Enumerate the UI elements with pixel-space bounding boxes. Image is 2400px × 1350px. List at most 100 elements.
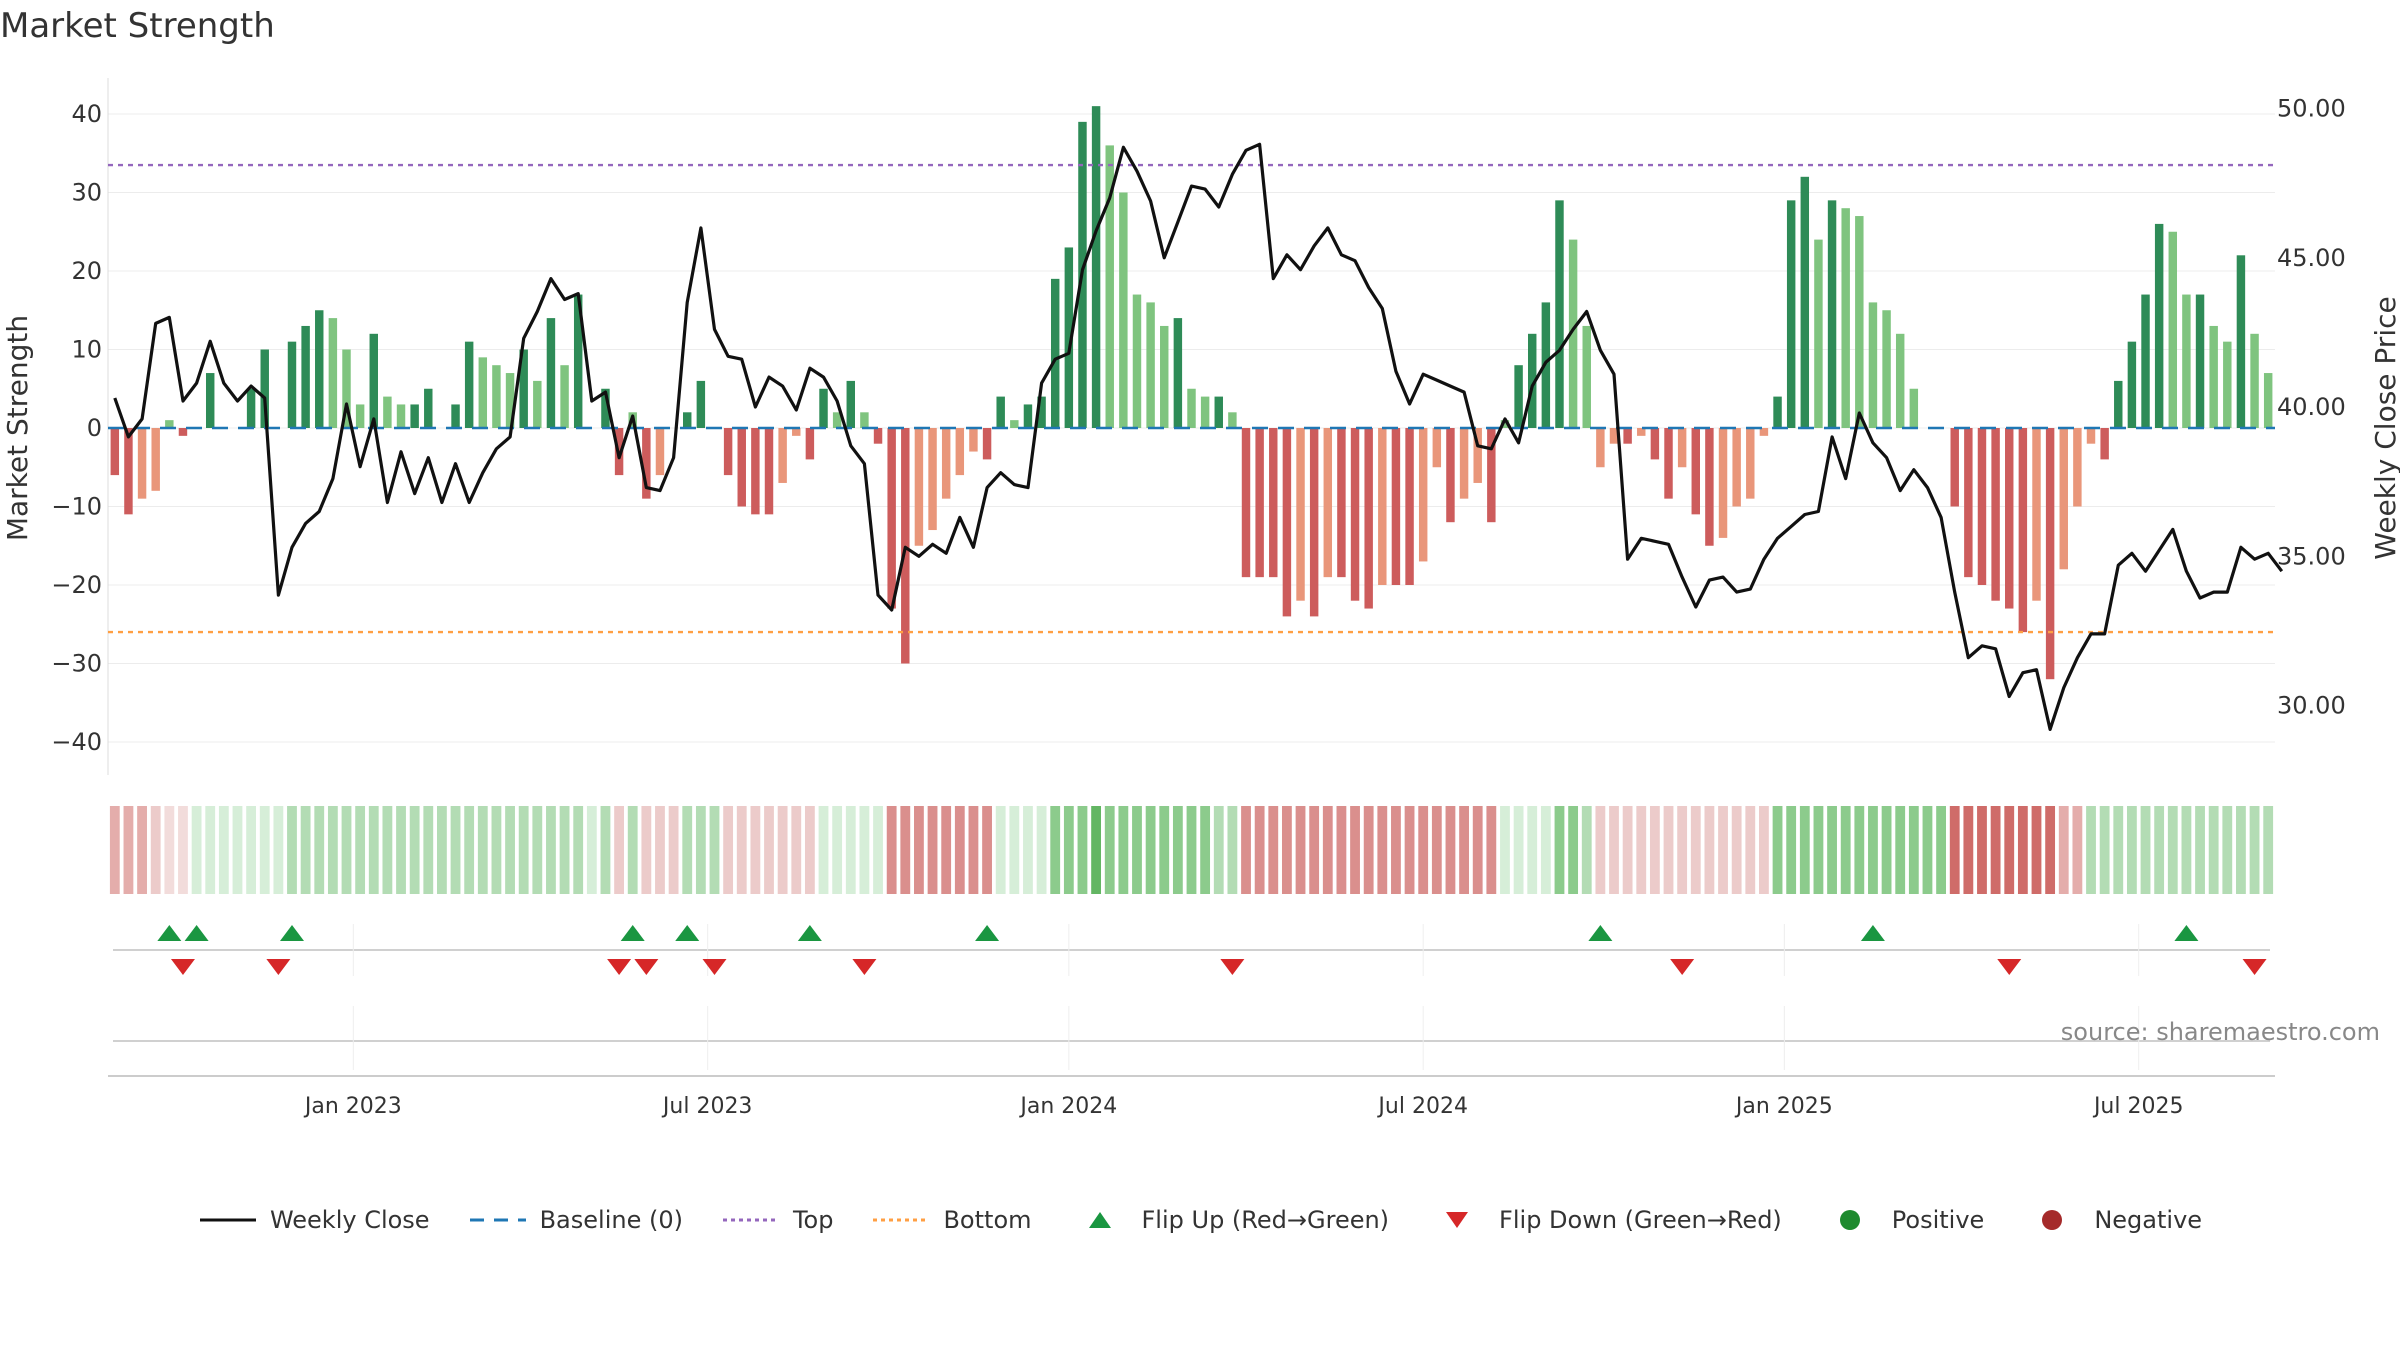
- circle-icon: [2042, 1210, 2063, 1230]
- strength-bar: [1555, 200, 1564, 428]
- strength-bar: [1487, 428, 1496, 523]
- strength-bar: [178, 428, 188, 436]
- left-tick-label: 30: [71, 179, 102, 207]
- strength-bar: [2154, 223, 2164, 428]
- band-cell: [2031, 806, 2042, 894]
- flip-up-marker: [2174, 925, 2199, 941]
- x-tick-label: Jul 2023: [661, 1094, 753, 1119]
- band-cell: [1786, 806, 1797, 894]
- strength-bar: [832, 412, 842, 428]
- strength-bar: [505, 373, 515, 428]
- band-cell: [1200, 806, 1211, 894]
- band-cell: [2058, 806, 2069, 894]
- left-axis-title: Market Strength: [1, 315, 34, 541]
- band-cell: [1418, 806, 1429, 894]
- strength-bar: [601, 388, 610, 428]
- band-cell: [532, 806, 543, 894]
- band-cell: [2017, 806, 2028, 894]
- band-cell: [341, 806, 352, 894]
- strength-bar: [1568, 239, 1578, 428]
- strength-bar: [492, 365, 501, 428]
- band-cell: [382, 806, 393, 894]
- band-cell: [1568, 806, 1579, 894]
- strength-bar: [124, 428, 133, 515]
- strength-bar: [1160, 325, 1169, 428]
- strength-bar: [655, 428, 665, 476]
- x-tick-label: Jan 2025: [1734, 1094, 1833, 1119]
- strength-bar: [805, 428, 815, 460]
- triangle-up-icon: [1088, 1212, 1111, 1228]
- band-cell: [1718, 806, 1728, 894]
- strength-bar: [478, 357, 488, 428]
- band-cell: [1745, 806, 1756, 894]
- band-cell: [682, 806, 693, 894]
- strength-bar: [846, 380, 856, 428]
- band-cell: [1077, 806, 1088, 894]
- strength-bar: [2168, 231, 2178, 428]
- strength-bar: [1473, 428, 1482, 483]
- band-cell: [914, 806, 924, 894]
- strength-bar: [1337, 428, 1346, 578]
- band-cell: [205, 806, 216, 894]
- strength-bar: [1895, 333, 1905, 428]
- strength-bar: [2086, 428, 2096, 444]
- band-cell: [1527, 806, 1538, 894]
- left-tick-label: 0: [87, 414, 102, 442]
- strength-bar: [1037, 396, 1046, 428]
- band-cell: [1431, 806, 1442, 894]
- flip-down-marker: [2242, 959, 2267, 975]
- band-cell: [1990, 806, 2001, 894]
- strength-bar: [778, 428, 787, 483]
- strength-bar: [982, 428, 992, 460]
- strength-bar: [1228, 412, 1237, 428]
- band-cell: [2086, 806, 2096, 894]
- legend-item: Top: [721, 1206, 833, 1234]
- strength-bar: [1050, 278, 1060, 428]
- strength-bar: [1418, 428, 1428, 562]
- band-cell: [1636, 806, 1647, 894]
- flip-down-marker: [1670, 959, 1695, 975]
- band-cell: [832, 806, 843, 894]
- band-cell: [1581, 806, 1592, 894]
- band-cell: [1799, 806, 1810, 894]
- band-cell: [1268, 806, 1279, 894]
- band-cell: [1104, 806, 1115, 894]
- band-cell: [246, 806, 257, 894]
- strength-bar: [451, 404, 460, 428]
- circle-icon: [1839, 1210, 1860, 1230]
- band-cell: [2236, 806, 2246, 894]
- dashed-line-icon: [469, 1218, 526, 1222]
- band-cell: [2249, 806, 2260, 894]
- band-cell: [668, 806, 679, 894]
- triangle-down-icon: [1446, 1212, 1469, 1228]
- strength-bar: [1023, 404, 1033, 428]
- flip-up-marker: [797, 925, 822, 941]
- band-cell: [300, 806, 311, 894]
- strength-bar: [205, 373, 215, 428]
- left-tick-label: −40: [51, 728, 102, 756]
- strength-bar: [1146, 302, 1155, 428]
- band-cell: [750, 806, 761, 894]
- band-cell: [1063, 806, 1074, 894]
- strength-bar: [546, 318, 556, 428]
- band-cell: [1281, 806, 1292, 894]
- band-cell: [1459, 806, 1469, 894]
- legend-item: Baseline (0): [468, 1206, 683, 1234]
- band-cell: [859, 806, 870, 894]
- band-cell: [1172, 806, 1183, 894]
- band-cell: [1322, 806, 1333, 894]
- band-cell: [2113, 806, 2124, 894]
- band-cell: [232, 806, 243, 894]
- strength-bar: [1868, 302, 1878, 428]
- band-cell: [655, 806, 665, 894]
- strength-bar: [696, 380, 706, 428]
- strength-bar: [996, 396, 1005, 428]
- flip-down-marker: [634, 959, 659, 975]
- strength-bar: [2182, 294, 2191, 428]
- band-cell: [218, 806, 229, 894]
- strength-bar: [1459, 428, 1469, 499]
- band-cell: [695, 806, 706, 894]
- band-cell: [804, 806, 815, 894]
- flip-up-marker: [1588, 925, 1613, 941]
- x-tick-label: Jul 2025: [2092, 1094, 2184, 1119]
